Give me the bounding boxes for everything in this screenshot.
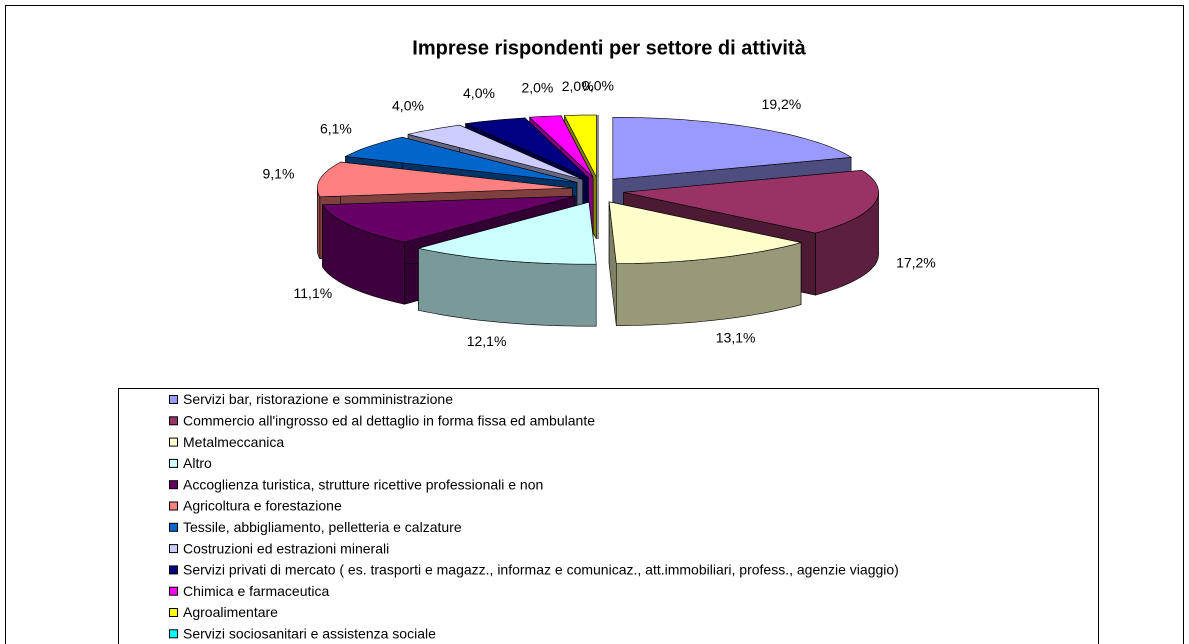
legend-label: Servizi privati di mercato ( es. traspor… <box>183 562 899 578</box>
legend-swatch <box>169 544 178 554</box>
slice-top <box>528 115 594 178</box>
legend-label: Accoglienza turistica, strutture ricetti… <box>183 476 543 492</box>
slice-top <box>418 201 597 265</box>
legend-swatch <box>169 608 178 617</box>
slice-top <box>612 117 853 180</box>
data-label: 2,0% <box>562 78 594 94</box>
legend-swatch <box>169 416 178 426</box>
legend-label: Chimica e farmaceutica <box>183 583 329 599</box>
data-label: 17,2% <box>896 255 936 271</box>
data-label: 2,0% <box>521 80 553 96</box>
legend-swatch <box>169 586 178 596</box>
slice-top <box>608 201 802 265</box>
legend-label: Agroalimentare <box>183 604 278 620</box>
data-label: 4,0% <box>392 97 424 113</box>
slice-top <box>623 169 879 234</box>
slice-wall <box>316 188 321 259</box>
slice <box>608 201 802 327</box>
data-label: 13,1% <box>716 330 756 346</box>
legend-box <box>118 388 1099 644</box>
data-label: 11,1% <box>294 285 333 301</box>
chart-title: Imprese rispondenti per settore di attiv… <box>412 37 806 59</box>
legend-swatch <box>169 629 178 639</box>
legend-swatch <box>169 458 178 468</box>
legend-label: Costruzioni ed estrazioni minerali <box>183 540 389 556</box>
legend-label: Servizi sociosanitari e assistenza socia… <box>183 626 436 642</box>
data-label: 6,1% <box>320 121 352 137</box>
legend-swatch <box>169 501 178 511</box>
legend-label: Agricoltura e forestazione <box>183 498 342 514</box>
slice <box>418 201 597 327</box>
legend-swatch <box>169 395 178 404</box>
slice-top <box>464 117 589 179</box>
legend-swatch <box>169 437 178 447</box>
data-label: 9,1% <box>262 166 294 182</box>
data-label: 19,2% <box>762 96 802 112</box>
data-label: 12,1% <box>467 333 507 349</box>
legend-label: Tessile, abbigliamento, pelletteria e ca… <box>183 519 462 535</box>
slice-top <box>321 195 576 243</box>
legend-label: Servizi bar, ristorazione e somministraz… <box>183 391 453 407</box>
legend-label: Commercio all'ingrosso ed al dettaglio i… <box>183 413 595 429</box>
slice-top <box>344 136 577 183</box>
slice-top <box>316 161 573 198</box>
slice-top <box>563 114 597 178</box>
legend-label: Metalmeccanica <box>183 434 284 450</box>
data-label: 4,0% <box>463 85 495 101</box>
slice-top <box>407 124 583 180</box>
legend-swatch <box>169 565 178 575</box>
data-label: 0,0% <box>582 78 614 94</box>
legend-swatch <box>169 480 178 490</box>
legend-label: Altro <box>183 455 212 471</box>
legend-swatch <box>169 522 178 532</box>
pie <box>316 114 879 327</box>
